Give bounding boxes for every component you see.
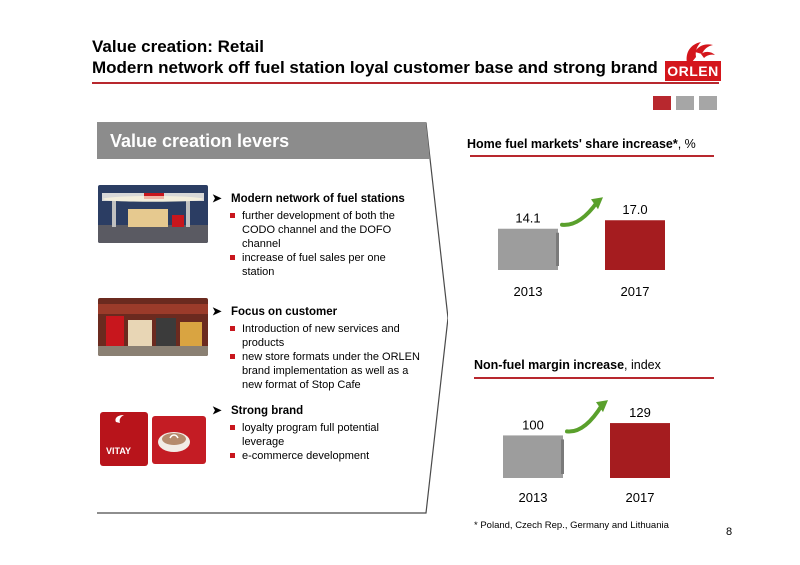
bullet-item: increase of fuel sales per one station [229, 251, 419, 279]
nonfuel-margin-chart: 100 2013 129 2017 [503, 400, 670, 505]
bar [605, 220, 665, 270]
levers-heading: Value creation levers [110, 131, 290, 151]
category-label: 2017 [626, 490, 655, 505]
growth-arrowhead-icon [596, 400, 608, 413]
brand-bullets: loyalty program full potential leverage … [229, 421, 399, 463]
svg-text:VITAY: VITAY [106, 446, 131, 456]
section-title-brand-text: Strong brand [231, 405, 304, 417]
section-title-network-text: Modern network of fuel stations [231, 193, 405, 205]
arrow-bullet-icon: ➤ [212, 306, 222, 318]
eagle-logo-icon [686, 42, 715, 63]
network-bullets: further development of both the CODO cha… [229, 209, 419, 279]
data-label: 100 [522, 417, 544, 432]
section-title-brand: ➤ Strong brand [212, 404, 304, 418]
page-number: 8 [726, 526, 733, 538]
bullet-item: new store formats under the ORLEN brand … [229, 350, 424, 392]
orlen-logo: ORLEN [665, 38, 721, 82]
bar [610, 423, 670, 478]
title-underline [92, 82, 719, 84]
bullet-item: Introduction of new services and product… [229, 322, 424, 350]
category-label: 2013 [514, 284, 543, 299]
levers-panel [96, 122, 448, 514]
growth-arrow-icon [565, 403, 604, 434]
chart-title-nonfuel: Non-fuel margin increase, index [474, 358, 661, 373]
data-label: 129 [629, 405, 651, 420]
data-label: 17.0 [622, 202, 647, 217]
chart-title-fuel-share-unit: , % [677, 137, 696, 151]
growth-arrow-icon [560, 200, 599, 227]
arrow-bullet-icon: ➤ [212, 193, 222, 205]
bar-shadow [556, 232, 559, 266]
levers-panel-frame [97, 122, 448, 514]
section-title-network: ➤ Modern network of fuel stations [212, 192, 405, 206]
chart-title-nonfuel-unit: , index [624, 358, 661, 372]
nav-square-1 [653, 96, 671, 110]
bullet-item: e-commerce development [229, 449, 399, 463]
section-title-customer-text: Focus on customer [231, 306, 338, 318]
nav-square-2 [676, 96, 694, 110]
logo-wordmark: ORLEN [665, 61, 721, 81]
bullet-item: further development of both the CODO cha… [229, 209, 419, 251]
chart-title-rule [474, 377, 714, 379]
section-title-customer: ➤ Focus on customer [212, 305, 338, 319]
slide-title: Value creation: Retail Modern network of… [92, 36, 658, 78]
bar [503, 435, 563, 478]
store-interior-image [98, 298, 208, 356]
bar [498, 228, 558, 270]
growth-arrowhead-icon [591, 197, 603, 210]
category-label: 2017 [621, 284, 650, 299]
chart-title-fuel-share-bold: Home fuel markets' share increase* [467, 137, 678, 151]
bar-shadow [561, 439, 564, 474]
fuel-share-chart: 14.1 2013 17.0 2017 [498, 197, 665, 299]
fuel-station-image [98, 185, 208, 243]
arrow-bullet-icon: ➤ [212, 405, 222, 417]
title-line-2: Modern network off fuel station loyal cu… [92, 58, 658, 77]
brand-cards-image: VITAY [98, 410, 208, 468]
category-label: 2013 [519, 490, 548, 505]
bullet-item: loyalty program full potential leverage [229, 421, 399, 449]
data-label: 14.1 [515, 211, 540, 226]
title-line-1: Value creation: Retail [92, 37, 264, 56]
customer-bullets: Introduction of new services and product… [229, 322, 424, 392]
nav-square-3 [699, 96, 717, 110]
chart-title-fuel-share: Home fuel markets' share increase*, % [467, 137, 696, 152]
chart-title-rule [470, 155, 714, 157]
footnote: * Poland, Czech Rep., Germany and Lithua… [474, 520, 669, 531]
chart-title-nonfuel-bold: Non-fuel margin increase [474, 358, 625, 372]
